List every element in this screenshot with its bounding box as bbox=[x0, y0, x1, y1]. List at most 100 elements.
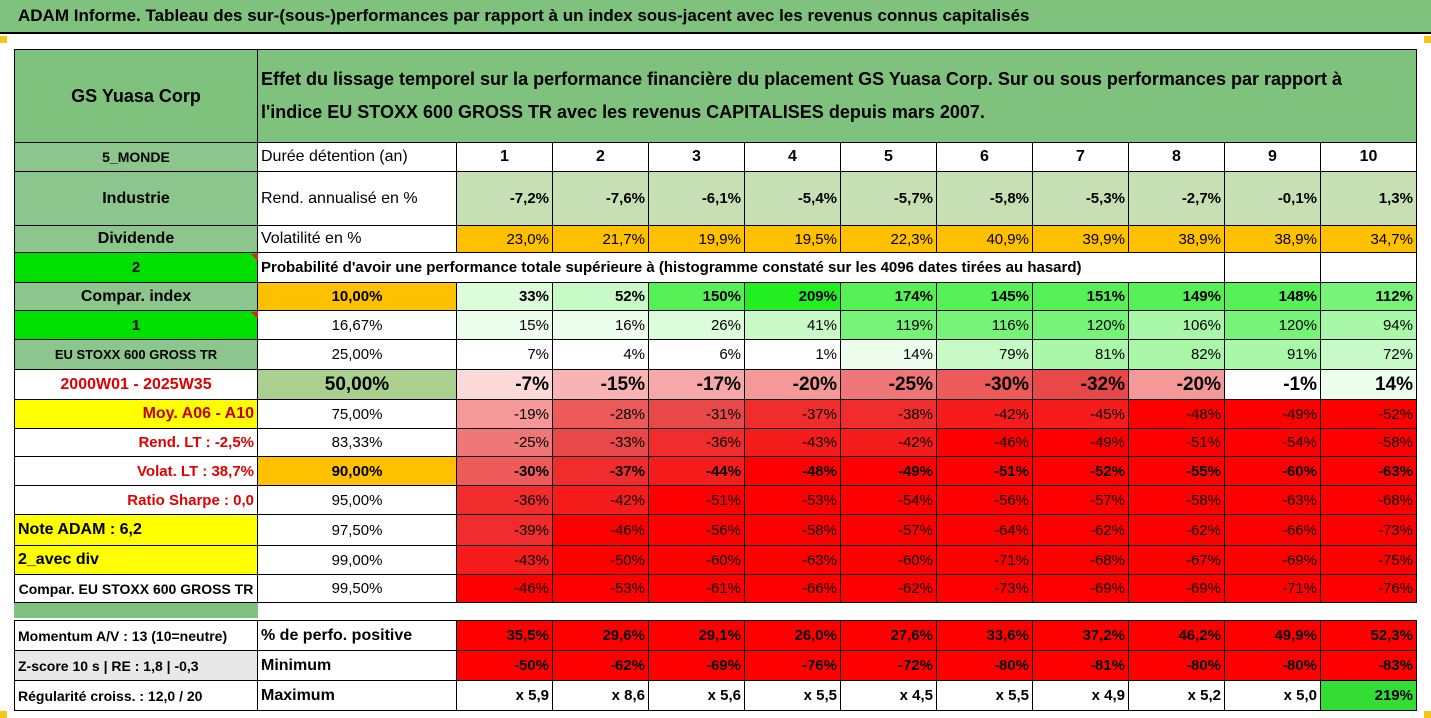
percentile-value: -25% bbox=[457, 429, 553, 457]
percentile-value: -49% bbox=[1033, 429, 1129, 457]
stat-value: x 5,2 bbox=[1129, 681, 1225, 711]
percentile-value: 26% bbox=[649, 311, 745, 340]
probability-caption: Probabilité d'avoir une performance tota… bbox=[258, 253, 1225, 283]
percentile-value: -76% bbox=[1321, 575, 1417, 603]
percentile-value: 15% bbox=[457, 311, 553, 340]
percentile-value: 4% bbox=[553, 340, 649, 370]
percentile-value: -68% bbox=[1321, 486, 1417, 515]
percentile-value: -39% bbox=[457, 515, 553, 546]
percentile-label: 10,00% bbox=[258, 283, 457, 311]
stat-value: -72% bbox=[841, 651, 937, 681]
sector-label: Industrie bbox=[14, 172, 258, 226]
percentile-value: -49% bbox=[1225, 400, 1321, 429]
stat-left-label: Z-score 10 s | RE : 1,8 | -0,3 bbox=[14, 651, 258, 681]
percentile-value: 120% bbox=[1033, 311, 1129, 340]
percentile-value: -63% bbox=[1225, 486, 1321, 515]
percentile-label: 90,00% bbox=[258, 457, 457, 486]
percentile-value: -28% bbox=[553, 400, 649, 429]
vol-value: 19,5% bbox=[745, 226, 841, 253]
percentile-value: -57% bbox=[841, 515, 937, 546]
stat-value: 33,6% bbox=[937, 620, 1033, 651]
report-description: Effet du lissage temporel sur la perform… bbox=[258, 49, 1417, 143]
stat-value: x 5,5 bbox=[937, 681, 1033, 711]
percentile-value: -69% bbox=[1129, 575, 1225, 603]
stat-value: x 5,0 bbox=[1225, 681, 1321, 711]
percentile-value: -52% bbox=[1321, 400, 1417, 429]
percentile-value: 72% bbox=[1321, 340, 1417, 370]
comment-marker-icon bbox=[251, 254, 258, 261]
vol-value: 40,9% bbox=[937, 226, 1033, 253]
percentile-value: -56% bbox=[649, 515, 745, 546]
percentile-label: 16,67% bbox=[258, 311, 457, 340]
percentile-value: 119% bbox=[841, 311, 937, 340]
vol-value: 34,7% bbox=[1321, 226, 1417, 253]
percentile-value: -62% bbox=[1033, 515, 1129, 546]
percentile-value: 81% bbox=[1033, 340, 1129, 370]
volat-lt-label: Volat. LT : 38,7% bbox=[14, 457, 258, 486]
dividend-label: Dividende bbox=[14, 226, 258, 253]
stat-left-label: Régularité croiss. : 12,0 / 20 bbox=[14, 681, 258, 711]
vol-value: 22,3% bbox=[841, 226, 937, 253]
stat-value: -62% bbox=[553, 651, 649, 681]
year-header: 4 bbox=[745, 143, 841, 172]
percentile-value: -17% bbox=[649, 370, 745, 400]
rend-label: Rend. annualisé en % bbox=[258, 172, 457, 226]
stat-value: 29,1% bbox=[649, 620, 745, 651]
percentile-value: 33% bbox=[457, 283, 553, 311]
percentile-value: -51% bbox=[937, 457, 1033, 486]
percentile-value: -62% bbox=[1129, 515, 1225, 546]
vol-value: 38,9% bbox=[1129, 226, 1225, 253]
percentile-value: -45% bbox=[1033, 400, 1129, 429]
percentile-value: -64% bbox=[937, 515, 1033, 546]
percentile-value: -54% bbox=[1225, 429, 1321, 457]
percentile-value: -60% bbox=[841, 546, 937, 575]
corner-marker-icon bbox=[1424, 36, 1431, 43]
percentile-value: -46% bbox=[937, 429, 1033, 457]
percentile-value: -37% bbox=[745, 400, 841, 429]
percentile-value: 149% bbox=[1129, 283, 1225, 311]
stat-value: x 5,9 bbox=[457, 681, 553, 711]
percentile-value: -62% bbox=[841, 575, 937, 603]
percentile-value: -46% bbox=[457, 575, 553, 603]
percentile-value: 52% bbox=[553, 283, 649, 311]
percentile-value: -25% bbox=[841, 370, 937, 400]
year-header: 5 bbox=[841, 143, 937, 172]
stat-value: -69% bbox=[649, 651, 745, 681]
period-label: 2000W01 - 2025W35 bbox=[14, 370, 258, 400]
percentile-value: -60% bbox=[1225, 457, 1321, 486]
percentile-value: 120% bbox=[1225, 311, 1321, 340]
percentile-value: -69% bbox=[1033, 575, 1129, 603]
corner-marker-icon bbox=[1424, 711, 1431, 718]
percentile-value: -75% bbox=[1321, 546, 1417, 575]
percentile-value: -55% bbox=[1129, 457, 1225, 486]
rend-value: -2,7% bbox=[1129, 172, 1225, 226]
year-header: 7 bbox=[1033, 143, 1129, 172]
report-title: ADAM Informe. Tableau des sur-(sous-)per… bbox=[0, 0, 1431, 34]
compar-full-label: Compar. EU STOXX 600 GROSS TR bbox=[14, 575, 258, 603]
percentile-value: -43% bbox=[745, 429, 841, 457]
stat-row-label: % de perfo. positive bbox=[258, 620, 457, 651]
stat-value: -80% bbox=[1225, 651, 1321, 681]
note-adam-label: Note ADAM : 6,2 bbox=[14, 515, 258, 546]
vol-value: 21,7% bbox=[553, 226, 649, 253]
percentile-value: -51% bbox=[1129, 429, 1225, 457]
percentile-value: 6% bbox=[649, 340, 745, 370]
percentile-value: 209% bbox=[745, 283, 841, 311]
percentile-label: 25,00% bbox=[258, 340, 457, 370]
percentile-value: 82% bbox=[1129, 340, 1225, 370]
rend-value: -5,8% bbox=[937, 172, 1033, 226]
compar-index-label: Compar. index bbox=[14, 283, 258, 311]
percentile-value: 116% bbox=[937, 311, 1033, 340]
percentile-value: -67% bbox=[1129, 546, 1225, 575]
stat-left-label: Momentum A/V : 13 (10=neutre) bbox=[14, 620, 258, 651]
percentile-value: -36% bbox=[649, 429, 745, 457]
percentile-value: -42% bbox=[937, 400, 1033, 429]
company-name: GS Yuasa Corp bbox=[14, 49, 258, 143]
percentile-value: -57% bbox=[1033, 486, 1129, 515]
year-header: 10 bbox=[1321, 143, 1417, 172]
stat-value: x 4,9 bbox=[1033, 681, 1129, 711]
vol-value: 39,9% bbox=[1033, 226, 1129, 253]
moy-label: Moy. A06 - A10 bbox=[14, 400, 258, 429]
stat-value: x 5,5 bbox=[745, 681, 841, 711]
percentile-value: -63% bbox=[1321, 457, 1417, 486]
